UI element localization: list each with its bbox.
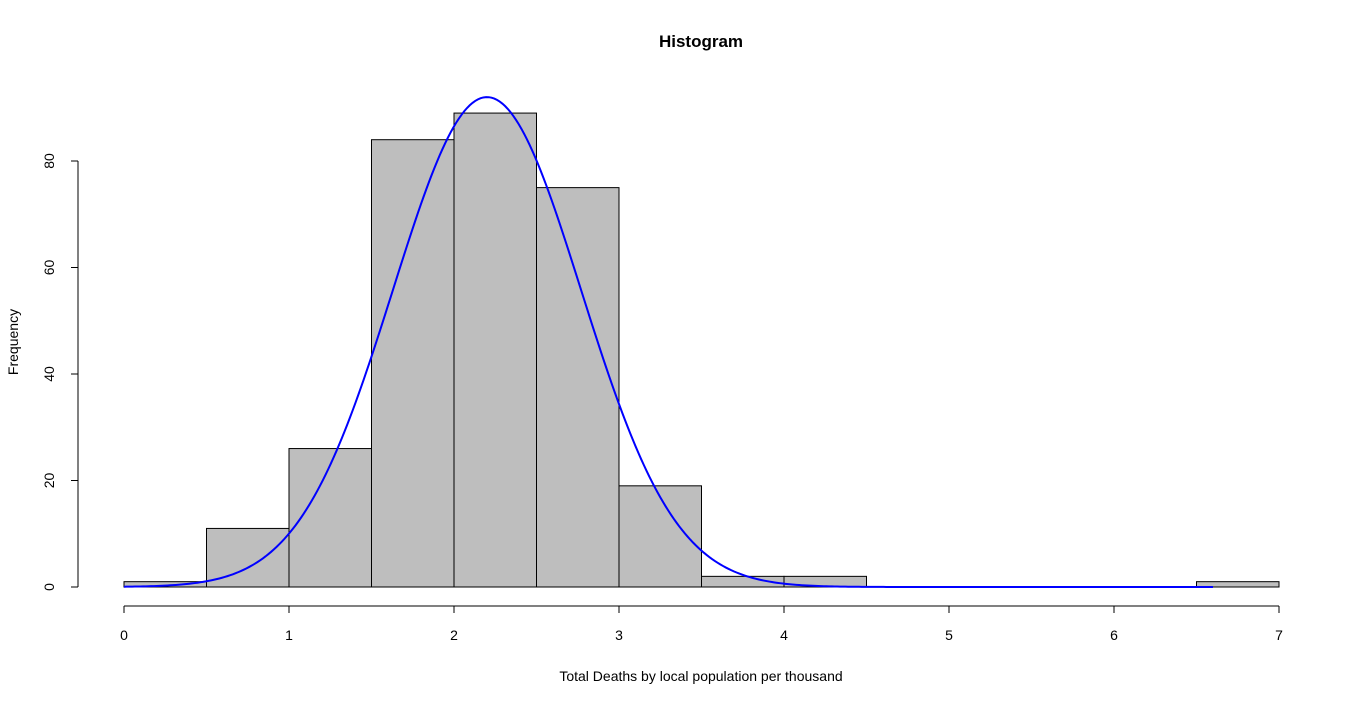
x-axis-label: Total Deaths by local population per tho…	[559, 668, 842, 684]
x-tick-label-6: 6	[1110, 627, 1118, 643]
histogram-bar-5	[536, 187, 620, 588]
x-tick-label-2: 2	[450, 627, 458, 643]
histogram-bar-13	[1196, 581, 1280, 588]
x-tick-label-0: 0	[120, 627, 128, 643]
y-tick-label-4: 80	[41, 153, 57, 169]
density-curve	[123, 96, 1213, 588]
histogram-bar-6	[618, 485, 702, 588]
y-tick-label-2: 40	[41, 366, 57, 382]
histogram-bar-3	[371, 139, 455, 588]
x-tick-label-5: 5	[945, 627, 953, 643]
y-tick-label-3: 60	[41, 260, 57, 276]
x-axis: 0 1 2 3 4 5 6 7	[120, 605, 1283, 643]
histogram-bar-2	[288, 448, 372, 588]
bars-group	[123, 112, 1280, 588]
x-tick-label-1: 1	[285, 627, 293, 643]
y-tick-label-0: 0	[41, 583, 57, 591]
histogram-bar-4	[453, 112, 537, 588]
y-axis-label: Frequency	[5, 309, 21, 375]
y-tick-label-1: 20	[41, 473, 57, 489]
x-tick-label-3: 3	[615, 627, 623, 643]
x-tick-label-4: 4	[780, 627, 788, 643]
chart-title: Histogram	[659, 32, 743, 51]
y-axis: 0 20 40 60 80	[41, 153, 79, 591]
x-tick-label-7: 7	[1275, 627, 1283, 643]
